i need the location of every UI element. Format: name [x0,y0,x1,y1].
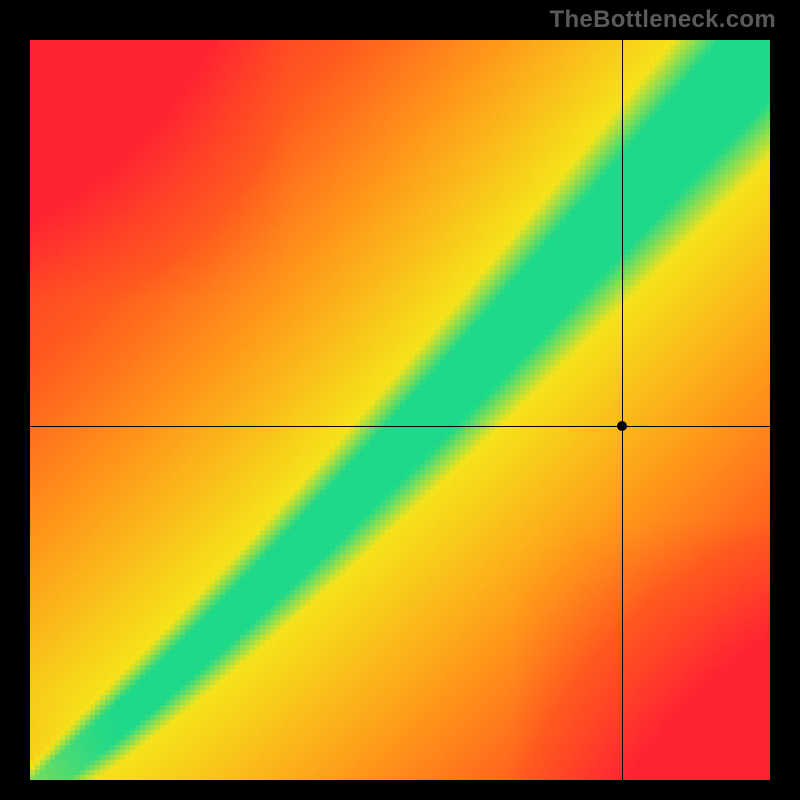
crosshair-vertical [622,40,623,780]
site-watermark: TheBottleneck.com [550,6,776,34]
crosshair-horizontal [30,426,770,427]
bottleneck-heatmap [30,40,770,780]
chart-container: TheBottleneck.com [0,0,800,800]
